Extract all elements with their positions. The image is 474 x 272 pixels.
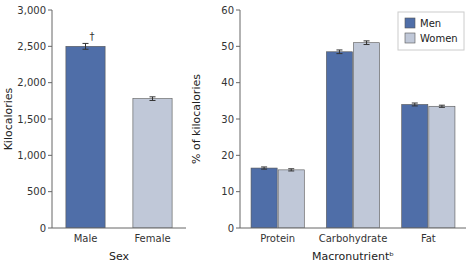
bar <box>354 43 380 228</box>
error-bar <box>336 50 342 54</box>
y-tick <box>236 191 240 192</box>
x-tick-label: Protein <box>260 233 295 244</box>
x-axis-label: Macronutrientᵇ <box>312 250 394 263</box>
y-tick <box>48 228 52 229</box>
y-tick <box>48 10 52 11</box>
error-bar <box>288 169 294 171</box>
y-tick <box>236 82 240 83</box>
y-tick <box>236 10 240 11</box>
chart: 0 500 1,000 1,500 2,000 2,500 3,000 Male Female S… <box>2 5 186 264</box>
bar <box>402 104 428 228</box>
error-bar <box>83 43 89 49</box>
y-tick <box>48 155 52 156</box>
error-bar <box>364 41 370 45</box>
x-tick-label: Carbohydrate <box>319 233 388 244</box>
bar <box>66 46 105 228</box>
y-tick-label: 40 <box>221 77 234 88</box>
y-tick-label: 1,500 <box>17 114 46 125</box>
bar <box>278 170 304 228</box>
legend-swatch <box>405 18 415 28</box>
legend-swatch <box>405 33 415 43</box>
x-axis-label: Sex <box>109 250 130 263</box>
y-tick <box>48 119 52 120</box>
error-bar <box>261 167 267 169</box>
legend: Men Women <box>398 12 464 50</box>
bar <box>326 52 352 228</box>
annotation: † <box>90 31 95 42</box>
y-tick <box>48 46 52 47</box>
y-tick <box>236 228 240 229</box>
chart: 0 10 20 30 40 50 60 Protein Carbohydrate Fat Macro… <box>190 5 466 264</box>
y-tick-label: 20 <box>221 150 234 161</box>
error-bar <box>412 103 418 106</box>
figure: 05001,0001,5002,0002,5003,000MaleFemaleS… <box>0 0 474 272</box>
y-tick <box>48 191 52 192</box>
x-tick-label: Fat <box>421 233 436 244</box>
legend-box <box>398 12 464 50</box>
bar <box>429 106 455 228</box>
x-axis <box>240 228 466 229</box>
x-axis <box>52 228 186 229</box>
y-tick-label: 50 <box>221 41 234 52</box>
y-tick <box>48 82 52 83</box>
x-tick-label: Female <box>134 233 170 244</box>
bar <box>133 99 172 228</box>
y-tick-label: 2,500 <box>17 41 46 52</box>
y-axis-label: % of kilocalories <box>190 74 203 164</box>
y-tick-label: 30 <box>221 114 234 125</box>
y-axis <box>52 10 53 228</box>
y-tick-label: 60 <box>221 5 234 16</box>
plot-area <box>66 43 172 228</box>
y-tick-label: 0 <box>40 223 46 234</box>
y-tick <box>236 46 240 47</box>
y-axis <box>240 10 241 228</box>
legend-label: Women <box>420 33 458 44</box>
y-tick <box>236 119 240 120</box>
y-tick-label: 1,000 <box>17 150 46 161</box>
error-bar <box>439 105 445 107</box>
x-tick-label: Male <box>74 233 98 244</box>
y-tick-label: 0 <box>228 223 234 234</box>
plot-area <box>251 41 455 228</box>
y-axis-label: Kilocalories <box>2 87 15 150</box>
y-tick-label: 10 <box>221 186 234 197</box>
y-tick-label: 3,000 <box>17 5 46 16</box>
y-tick-label: 2,000 <box>17 77 46 88</box>
error-bar <box>150 97 156 101</box>
legend-label: Men <box>420 18 441 29</box>
y-tick-label: 500 <box>27 186 46 197</box>
bar <box>251 168 277 228</box>
y-tick <box>236 155 240 156</box>
